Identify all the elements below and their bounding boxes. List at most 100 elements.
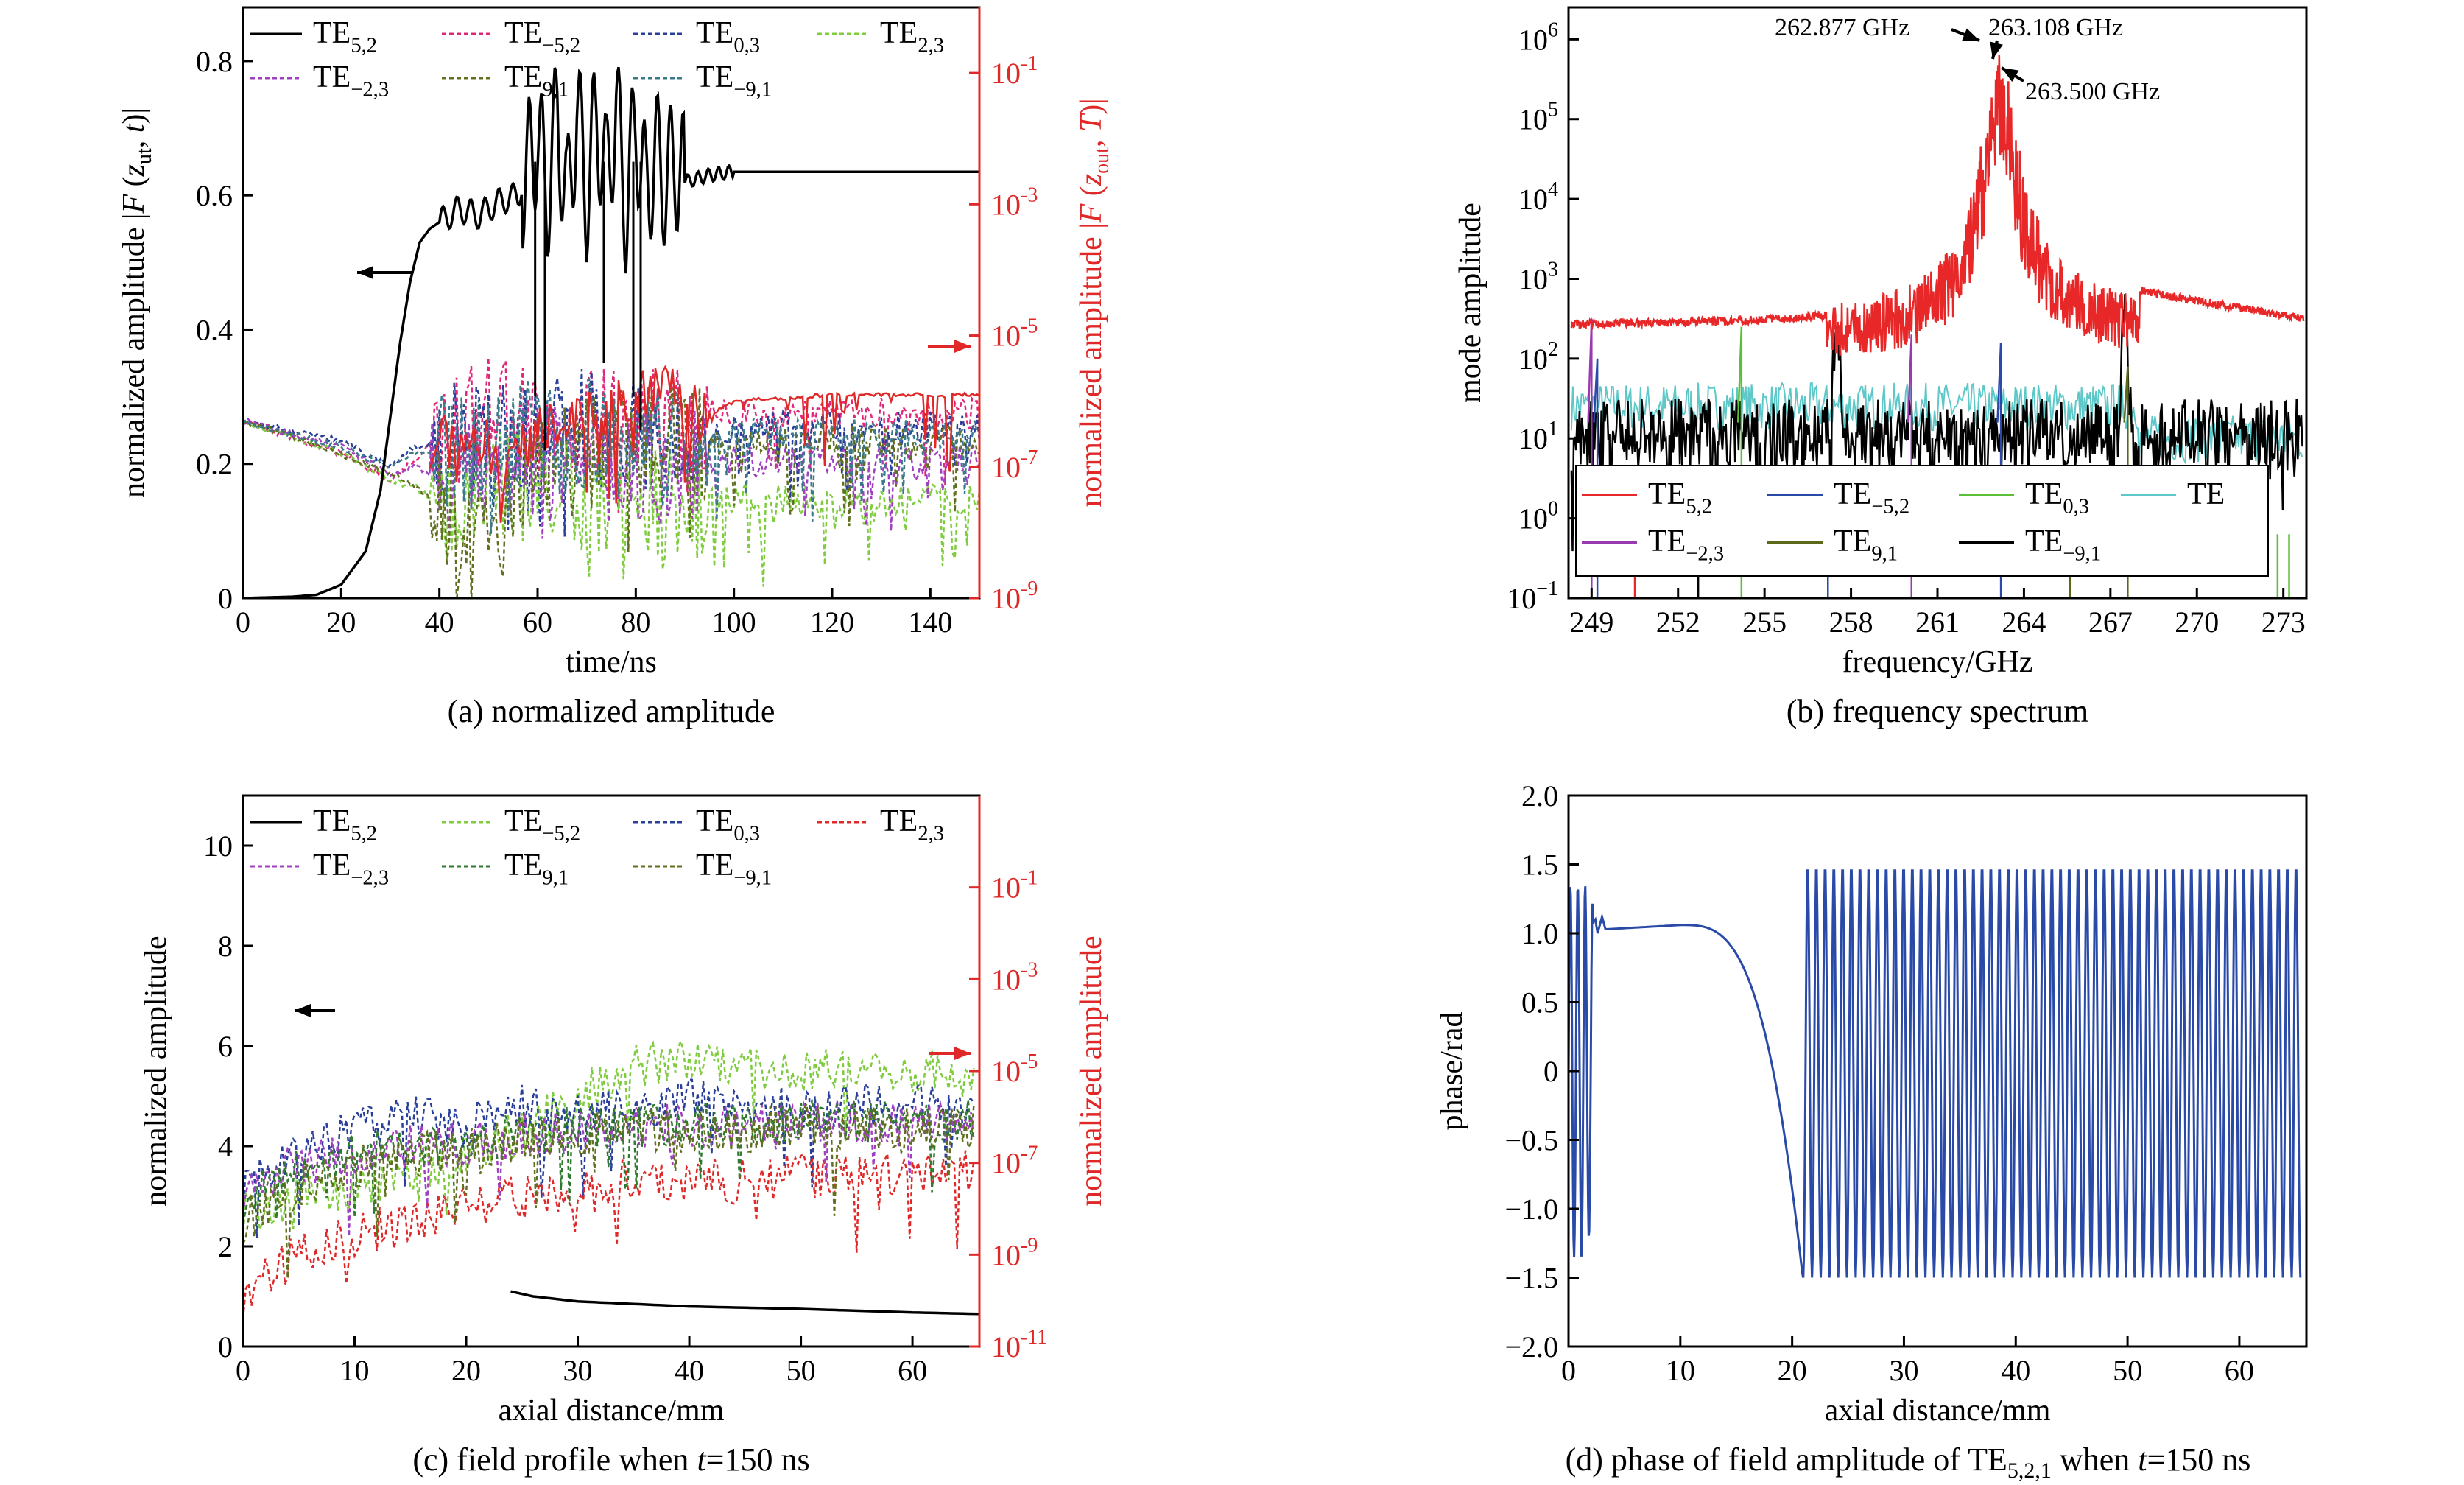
- y-tick-label: 0.4: [196, 313, 233, 346]
- x-tick-label: 140: [908, 605, 952, 639]
- legend-label: TE2,3: [880, 16, 944, 57]
- series-line: [243, 66, 979, 598]
- x-tick-label: 261: [1915, 605, 1960, 639]
- legend-label: TE−5,2: [1834, 477, 1909, 519]
- series-line: [2123, 366, 2129, 423]
- series-line: [1996, 343, 2002, 423]
- y-tick-label: 0: [218, 1330, 233, 1363]
- legend-label: TE0,3: [696, 16, 760, 57]
- x-axis-label: axial distance/mm: [499, 1394, 725, 1428]
- legend-label: TE9,1: [1834, 524, 1898, 566]
- x-tick-label: 40: [675, 1354, 704, 1387]
- arrow-head: [357, 266, 373, 279]
- legend-label: TE0,3: [2025, 477, 2089, 519]
- arrow-head: [2002, 68, 2019, 82]
- y-axis-label-right: normalized amplitude: [1074, 935, 1108, 1206]
- x-tick-label: 10: [1666, 1354, 1695, 1387]
- legend-label: TE5,2: [313, 16, 377, 57]
- x-tick-label: 40: [425, 605, 454, 639]
- x-tick-label: 10: [340, 1354, 370, 1387]
- arrow-head: [954, 340, 971, 353]
- y-tick-label: 10: [203, 829, 233, 863]
- annotation: 262.877 GHz: [1775, 14, 1909, 41]
- x-tick-label: 249: [1569, 605, 1613, 639]
- series-line: [429, 365, 979, 523]
- x-tick-label: 30: [563, 1354, 593, 1387]
- caption: (d) phase of field amplitude of TE5,2,1 …: [1566, 1442, 2251, 1483]
- series-line: [243, 1038, 975, 1239]
- panel-d: 0 10 20 30 40 50 60 2.0 1.5 1.0 0.5 0 −0.5 −1.0 −1.5 −2…: [1435, 779, 2308, 1483]
- panel-a: 0 20 40 60 80 100 120 140 0 0.2 0.4 0.6 0.8 10-1 10-3 1…: [117, 6, 1113, 729]
- x-axis-label: frequency/GHz: [1842, 645, 2033, 679]
- legend-label: TE9,1: [504, 849, 569, 890]
- tick-label: 10-3: [991, 958, 1038, 996]
- series-line: [243, 1100, 975, 1278]
- tick-label: 10-7: [991, 1142, 1038, 1180]
- y-tick-label: 1.0: [1521, 917, 1558, 950]
- tick-label: 10−1: [1507, 578, 1558, 615]
- legend-label: TE5,2: [1648, 477, 1712, 519]
- panel-c: 0 10 20 30 40 50 60 0 2 4 6 8 10 10-1 10-3 10-5 10-7 10-9…: [139, 794, 1108, 1478]
- x-tick-label: 20: [1778, 1354, 1807, 1387]
- legend-label: TE−9,1: [696, 849, 772, 890]
- x-tick-label: 80: [621, 605, 650, 639]
- y-tick-label: 0.6: [196, 179, 233, 212]
- arrow-head: [1990, 41, 2003, 59]
- tick-label: 10-1: [991, 867, 1038, 905]
- x-tick-label: 273: [2261, 605, 2306, 639]
- caption: (a) normalized amplitude: [448, 693, 775, 729]
- y-tick-label: −0.5: [1504, 1124, 1558, 1157]
- series-line: [1736, 326, 1743, 423]
- series-line: [1570, 294, 2303, 570]
- caption: (c) field profile when t=150 ns: [412, 1442, 809, 1478]
- x-axis-label: time/ns: [566, 645, 657, 679]
- tick-label: 103: [1518, 258, 1558, 295]
- series-line: [1587, 318, 1593, 423]
- legend-label: TE9,1: [504, 60, 569, 102]
- x-tick-label: 30: [1889, 1354, 1918, 1387]
- series-line: [243, 1099, 975, 1224]
- legend-label: TE−2,3: [1648, 524, 1724, 566]
- x-tick-label: 264: [2002, 605, 2046, 639]
- tick-label: 102: [1518, 338, 1558, 376]
- arrow-head: [954, 1047, 971, 1060]
- x-tick-label: 0: [1561, 1354, 1576, 1387]
- series-line: [510, 1290, 979, 1316]
- y-axis-label-left: normalized amplitude: [139, 935, 173, 1206]
- legend-label: TE−9,1: [696, 60, 772, 102]
- x-tick-label: 60: [523, 605, 552, 639]
- plot-area: [243, 66, 979, 598]
- tick-label: 100: [1518, 498, 1558, 536]
- y-axis-label: mode amplitude: [1454, 203, 1488, 403]
- y-tick-label: −2.0: [1504, 1330, 1558, 1363]
- legend-label: TE−2,3: [313, 849, 389, 890]
- legend-label: TE−5,2: [504, 16, 580, 57]
- legend-label: TE−5,2: [504, 804, 580, 846]
- series-line: [243, 387, 979, 598]
- tick-label: 10-9: [991, 578, 1038, 615]
- series-line: [1907, 334, 1913, 423]
- x-tick-label: 50: [2113, 1354, 2142, 1387]
- x-tick-label: 40: [2001, 1354, 2030, 1387]
- series-line: [1569, 869, 2302, 1278]
- tick-label: 105: [1518, 99, 1558, 136]
- legend-label: TE−2,3: [313, 60, 389, 102]
- y-tick-label: 0.8: [196, 45, 233, 78]
- tick-label: 10-5: [991, 315, 1038, 353]
- y-tick-label: 0.5: [1521, 986, 1558, 1019]
- series-line: [1593, 358, 1599, 423]
- x-tick-label: 50: [786, 1354, 816, 1387]
- x-tick-label: 270: [2175, 605, 2219, 639]
- y-axis-label-left: normalized amplitude |F (zut, t)|: [117, 108, 156, 498]
- tick-label: 10-5: [991, 1050, 1038, 1088]
- tick-label: 10-3: [991, 183, 1038, 221]
- y-tick-label: 0.2: [196, 448, 233, 481]
- x-tick-label: 100: [712, 605, 756, 639]
- x-tick-label: 267: [2088, 605, 2133, 639]
- arrow-head: [1962, 28, 1979, 41]
- y-tick-label: 1.5: [1521, 849, 1558, 882]
- tick-label: 104: [1518, 178, 1558, 216]
- legend-label: TE5,2: [313, 804, 377, 846]
- legend-box: [1575, 465, 2269, 577]
